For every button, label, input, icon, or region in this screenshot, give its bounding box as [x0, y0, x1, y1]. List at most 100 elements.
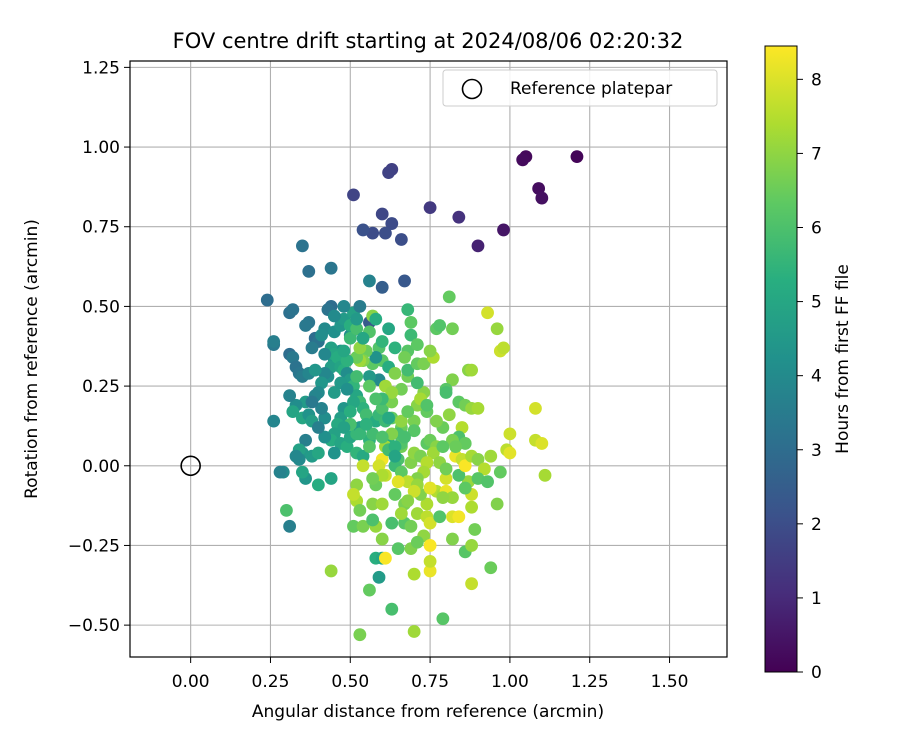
scatter-point	[311, 421, 325, 434]
x-tick-label: 1.50	[651, 672, 689, 692]
colorbar-tick-label: 4	[811, 367, 822, 387]
scatter-point	[260, 293, 274, 307]
colorbar-tick-label: 7	[811, 144, 822, 164]
scatter-point	[398, 274, 411, 288]
scatter-point	[340, 382, 354, 396]
colorbar-tick-label: 1	[811, 589, 822, 609]
scatter-point	[337, 300, 351, 313]
colorbar-tick-label: 2	[811, 515, 822, 535]
scatter-point	[430, 414, 443, 428]
scatter-point	[388, 488, 402, 501]
scatter-point	[423, 344, 437, 358]
scatter-point	[375, 430, 389, 444]
scatter-point	[375, 402, 389, 415]
scatter-point	[570, 150, 584, 164]
scatter-point	[423, 554, 437, 568]
scatter-point	[481, 475, 494, 489]
scatter-point	[315, 328, 328, 342]
scatter-point	[337, 421, 351, 434]
scatter-point	[388, 341, 402, 355]
scatter-point	[343, 405, 357, 418]
scatter-point	[327, 309, 341, 323]
scatter-point	[468, 523, 482, 536]
scatter-point	[538, 468, 552, 482]
scatter-point	[481, 306, 494, 320]
scatter-point	[436, 491, 450, 505]
scatter-point	[423, 539, 437, 552]
scatter-point	[382, 411, 395, 425]
scatter-point	[385, 516, 399, 530]
colorbar-tick-label: 8	[811, 70, 822, 90]
scatter-point	[359, 408, 373, 422]
scatter-point	[318, 347, 332, 361]
scatter-point	[315, 402, 328, 415]
scatter-point	[446, 322, 459, 336]
scatter-point	[407, 414, 421, 428]
scatter-point	[353, 300, 367, 313]
scatter-point	[401, 494, 415, 508]
scatter-point	[356, 223, 370, 237]
scatter-point	[353, 427, 367, 441]
scatter-point	[295, 465, 309, 479]
y-tick-label: 1.00	[82, 138, 120, 158]
scatter-point	[436, 440, 450, 454]
y-tick-label: −0.25	[68, 536, 120, 556]
scatter-point	[286, 405, 300, 418]
scatter-point	[350, 322, 364, 336]
scatter-point	[356, 459, 370, 473]
chart-title: FOV centre drift starting at 2024/08/06 …	[173, 29, 684, 53]
scatter-point	[410, 376, 424, 390]
x-tick-label: 0.00	[172, 672, 210, 692]
scatter-point	[366, 472, 380, 485]
scatter-point	[433, 319, 447, 332]
x-tick-label: 1.00	[491, 672, 529, 692]
scatter-point	[295, 239, 309, 253]
scatter-point	[426, 446, 440, 460]
scatter-point	[350, 370, 364, 383]
legend-label: Reference platepar	[510, 79, 672, 99]
y-tick-label: 0.00	[82, 457, 120, 477]
colorbar-tick-label: 5	[811, 293, 822, 313]
scatter-point	[439, 472, 453, 485]
scatter-point	[375, 497, 389, 511]
scatter-point	[379, 551, 392, 565]
scatter-point	[439, 386, 453, 399]
scatter-point	[327, 446, 341, 460]
scatter-point	[452, 210, 466, 224]
scatter-point	[324, 564, 338, 578]
scatter-point	[363, 274, 376, 288]
scatter-point	[388, 440, 402, 454]
y-axis-ticks: −0.50 −0.25 0.00 0.25 0.50 0.75 1.00 1.25	[68, 58, 130, 636]
scatter-point	[449, 440, 463, 454]
scatter-point	[327, 386, 341, 399]
y-axis-label: Rotation from reference (arcmin)	[22, 219, 42, 499]
scatter-point	[394, 233, 408, 246]
scatter-point	[286, 303, 300, 316]
scatter-point	[407, 484, 421, 498]
scatter-point	[484, 449, 498, 463]
scatter-point	[302, 264, 316, 278]
scatter-point	[267, 414, 281, 428]
scatter-point	[398, 430, 411, 444]
scatter-point	[347, 188, 360, 202]
legend-box	[442, 69, 718, 107]
scatter-point	[305, 341, 319, 355]
scatter-point	[299, 433, 312, 447]
scatter-point	[366, 497, 380, 511]
scatter-point	[356, 449, 370, 463]
scatter-point	[446, 532, 459, 546]
scatter-point	[465, 577, 478, 591]
scatter-point	[516, 153, 530, 167]
scatter-point	[283, 389, 297, 403]
scatter-point	[347, 519, 360, 533]
scatter-point	[343, 331, 357, 345]
scatter-points	[260, 150, 584, 642]
scatter-point	[391, 542, 405, 556]
scatter-point	[446, 491, 459, 505]
scatter-point	[490, 322, 504, 336]
scatter-point	[388, 449, 402, 463]
scatter-point	[407, 424, 421, 438]
scatter-point	[347, 488, 360, 501]
scatter-point	[324, 261, 338, 275]
